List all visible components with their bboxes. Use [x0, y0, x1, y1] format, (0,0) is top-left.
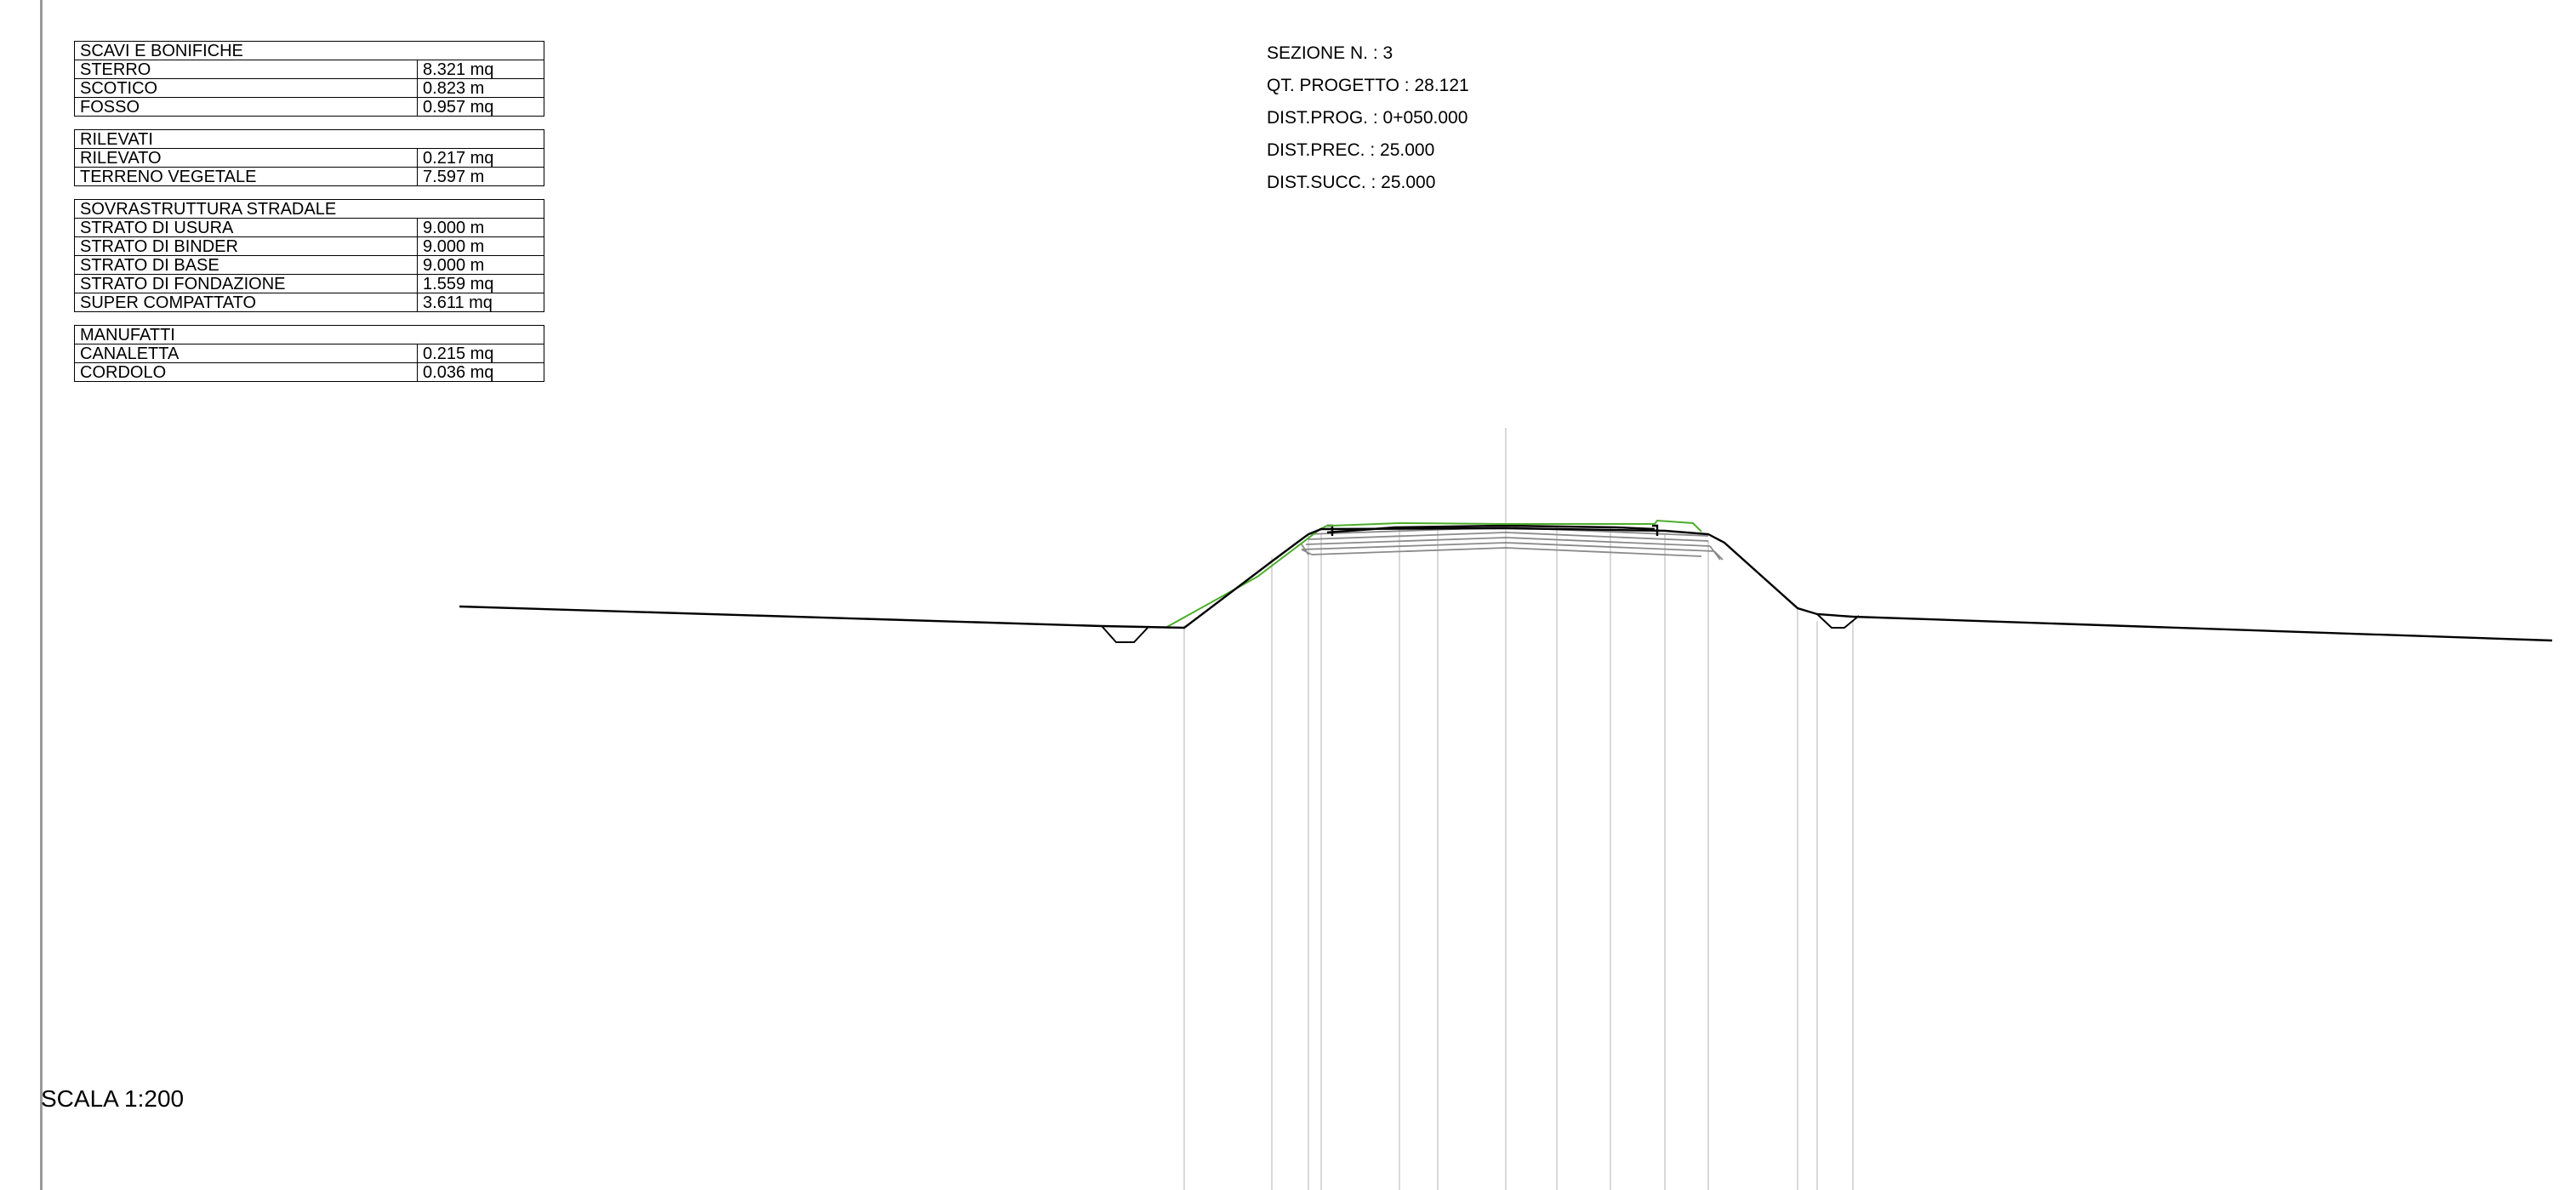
row-label: CORDOLO	[73, 362, 419, 382]
terrain-profile-line	[459, 527, 2553, 642]
row-value: 3.611 mq	[417, 293, 544, 312]
table-row: STRATO DI FONDAZIONE 1.559 mq	[73, 274, 544, 293]
table-scavi-e-bonifiche: SCAVI E BONIFICHE STERRO 8.321 mq SCOTIC…	[73, 41, 544, 117]
ditch-right	[1816, 613, 1860, 629]
table-header-row: SOVRASTRUTTURA STRADALE	[74, 199, 544, 219]
row-value: 0.823 m	[417, 78, 544, 98]
table-header-row: RILEVATI	[74, 129, 544, 149]
row-label: FOSSO	[73, 97, 419, 117]
pavement-edge-right	[1709, 545, 1724, 561]
table-row: CORDOLO 0.036 mq	[73, 362, 544, 382]
ditch-left	[1101, 625, 1149, 643]
pavement-edge-left	[1301, 544, 1313, 555]
row-label: TERRENO VEGETALE	[73, 167, 419, 186]
row-value: 0.957 mq	[417, 97, 544, 117]
row-label: SCOTICO	[73, 78, 419, 98]
table-row: STRATO DI BINDER 9.000 m	[73, 236, 544, 256]
scale-label: SCALA 1:200	[41, 1085, 185, 1112]
table-row: STRATO DI BASE 9.000 m	[73, 255, 544, 275]
table-sovrastruttura-stradale: SOVRASTRUTTURA STRADALE STRATO DI USURA …	[73, 199, 544, 312]
table-row: SUPER COMPATTATO 3.611 mq	[73, 293, 544, 312]
curb-left	[1327, 524, 1334, 536]
table-title: SOVRASTRUTTURA STRADALE	[74, 199, 544, 219]
section-number: SEZIONE N. : 3	[1267, 43, 1393, 63]
row-value: 0.217 mq	[417, 148, 544, 168]
section-info: SEZIONE N. : 3 QT. PROGETTO : 28.121 DIS…	[1267, 37, 1469, 199]
table-row: STERRO 8.321 mq	[73, 60, 544, 79]
progressive-distance: DIST.PROG. : 0+050.000	[1267, 108, 1468, 128]
table-row: CANALETTA 0.215 mq	[73, 344, 544, 363]
table-manufatti: MANUFATTI CANALETTA 0.215 mq CORDOLO 0.0…	[73, 325, 544, 382]
pavement-layer-line	[1305, 537, 1711, 547]
row-value: 1.559 mq	[417, 274, 544, 293]
row-value: 0.036 mq	[417, 362, 544, 382]
frame-left-border	[40, 0, 43, 1190]
row-value: 7.597 m	[417, 167, 544, 186]
row-value: 0.215 mq	[417, 344, 544, 363]
row-value: 9.000 m	[417, 236, 544, 256]
row-value: 9.000 m	[417, 218, 544, 237]
row-value: 9.000 m	[417, 255, 544, 275]
next-distance: DIST.SUCC. : 25.000	[1267, 173, 1436, 192]
table-row: FOSSO 0.957 mq	[73, 97, 544, 117]
table-title: RILEVATI	[74, 129, 544, 149]
curb-right	[1652, 524, 1659, 536]
previous-distance: DIST.PREC. : 25.000	[1267, 140, 1435, 160]
table-row: RILEVATO 0.217 mq	[73, 148, 544, 168]
project-profile-line	[1165, 519, 1702, 629]
table-row: SCOTICO 0.823 m	[73, 78, 544, 98]
project-elevation: QT. PROGETTO : 28.121	[1267, 76, 1469, 95]
table-rilevati: RILEVATI RILEVATO 0.217 mq TERRENO VEGET…	[73, 129, 544, 186]
row-label: RILEVATO	[73, 148, 419, 168]
vertical-guide-lines	[1183, 428, 1854, 1190]
quantity-tables: SCAVI E BONIFICHE STERRO 8.321 mq SCOTIC…	[73, 41, 544, 395]
pavement-layer-line	[1311, 547, 1702, 557]
pavement-layer-line	[1301, 542, 1715, 552]
table-row: STRATO DI USURA 9.000 m	[73, 218, 544, 237]
row-label: SUPER COMPATTATO	[73, 293, 419, 312]
pavement-layer-line	[1308, 532, 1709, 542]
row-label: STRATO DI BASE	[73, 255, 419, 275]
table-row: TERRENO VEGETALE 7.597 m	[73, 167, 544, 186]
pavement-layers	[1301, 527, 1724, 561]
row-value: 8.321 mq	[417, 60, 544, 79]
